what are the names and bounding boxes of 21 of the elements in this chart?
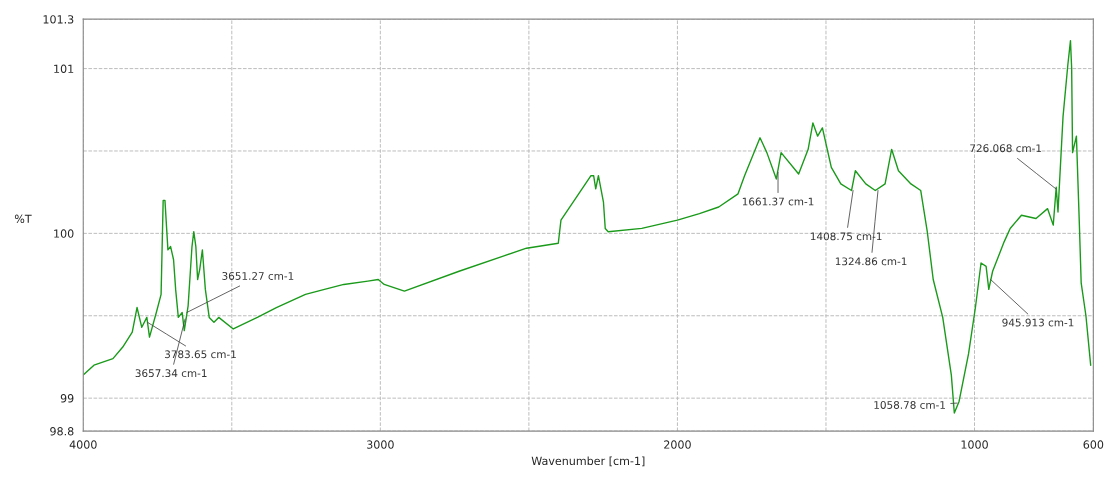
y-tick-label: 101 bbox=[54, 64, 74, 73]
annotation: 3657.34 cm-1 bbox=[135, 369, 207, 378]
x-tick-label: 3000 bbox=[367, 440, 394, 449]
y-tick-label: 100 bbox=[54, 229, 74, 238]
annotation: 1661.37 cm-1 bbox=[742, 197, 814, 206]
annotation: 1058.78 cm-1 bbox=[874, 401, 945, 409]
annotation: 3651.27 cm-1 bbox=[222, 272, 294, 280]
annotation: 1324.86 cm-1 bbox=[835, 257, 907, 266]
annotation: 945.913 cm-1 bbox=[1002, 318, 1074, 327]
y-tick-label: 98.8 bbox=[50, 427, 74, 436]
annotation: 726.068 cm-1 bbox=[970, 144, 1042, 153]
x-tick-label: 600 bbox=[1083, 440, 1104, 449]
y-axis-title: %T bbox=[14, 214, 32, 223]
y-tick-label: 99 bbox=[60, 394, 74, 403]
x-axis-title: Wavenumber [cm-1] bbox=[531, 456, 645, 467]
x-tick-label: 4000 bbox=[69, 440, 97, 449]
y-tick-label: 101.3 bbox=[43, 15, 74, 24]
x-tick-label: 2000 bbox=[664, 440, 691, 449]
annotation: 3783.65 cm-1 bbox=[164, 350, 236, 359]
x-tick-label: 1000 bbox=[961, 440, 988, 449]
line-series bbox=[83, 39, 1092, 414]
